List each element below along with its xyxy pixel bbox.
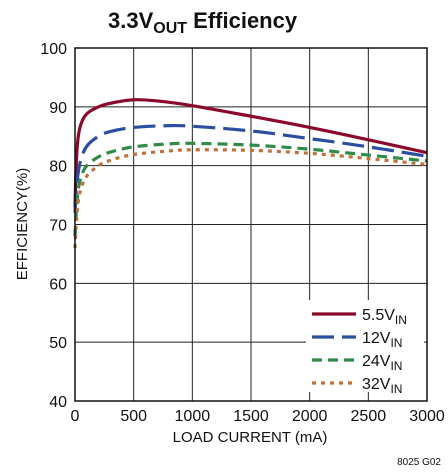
y-tick-label: 100 (40, 41, 67, 58)
legend-entry: 32VIN (362, 376, 402, 396)
legend-entry: 5.5VIN (362, 307, 407, 327)
legend-label: 32V (362, 376, 391, 393)
chart-title: 3.3VOUT Efficiency (108, 8, 298, 37)
x-tick-labels: 0 500 1000 1500 2000 2500 3000 (71, 408, 445, 425)
y-tick-label: 90 (49, 100, 67, 117)
y-axis-label: EFFICIENCY(%) (14, 168, 31, 281)
x-tick-label: 2500 (351, 408, 387, 425)
plot-frame (74, 47, 428, 402)
legend-label-subscript: IN (390, 336, 402, 350)
legend-label: 12V (362, 330, 391, 347)
legend-label: 5.5V (362, 307, 395, 324)
y-tick-label: 60 (49, 276, 67, 293)
x-tick-label: 2000 (292, 408, 328, 425)
x-tick-label: 500 (120, 408, 147, 425)
y-tick-label: 80 (49, 159, 67, 176)
series-layer (73, 98, 428, 249)
legend-label-subscript: IN (390, 382, 402, 396)
x-tick-label: 1000 (175, 408, 211, 425)
y-tick-label: 50 (49, 335, 67, 352)
y-tick-label: 70 (49, 218, 67, 235)
y-tick-label: 40 (49, 394, 67, 411)
legend-label-subscript: IN (395, 313, 407, 327)
legend-entry: 24VIN (362, 353, 402, 373)
legend-label: 24V (362, 353, 391, 370)
series-line (73, 123, 428, 213)
legend-label-subscript: IN (390, 359, 402, 373)
series-line (73, 148, 428, 249)
legend-entry: 12VIN (362, 330, 402, 350)
figure-note: 8025 G02 (397, 457, 441, 468)
title-subscript: OUT (153, 20, 187, 37)
x-axis-label: LOAD CURRENT (mA) (173, 429, 328, 446)
series-line (73, 98, 428, 207)
x-tick-label: 1500 (233, 408, 269, 425)
x-tick-label: 3000 (409, 408, 445, 425)
title-main: 3.3V (108, 8, 154, 33)
x-tick-label: 0 (71, 408, 80, 425)
series-line (73, 141, 428, 237)
title-rest: Efficiency (187, 8, 298, 33)
y-tick-labels: 40 50 60 70 80 90 100 (40, 41, 67, 411)
